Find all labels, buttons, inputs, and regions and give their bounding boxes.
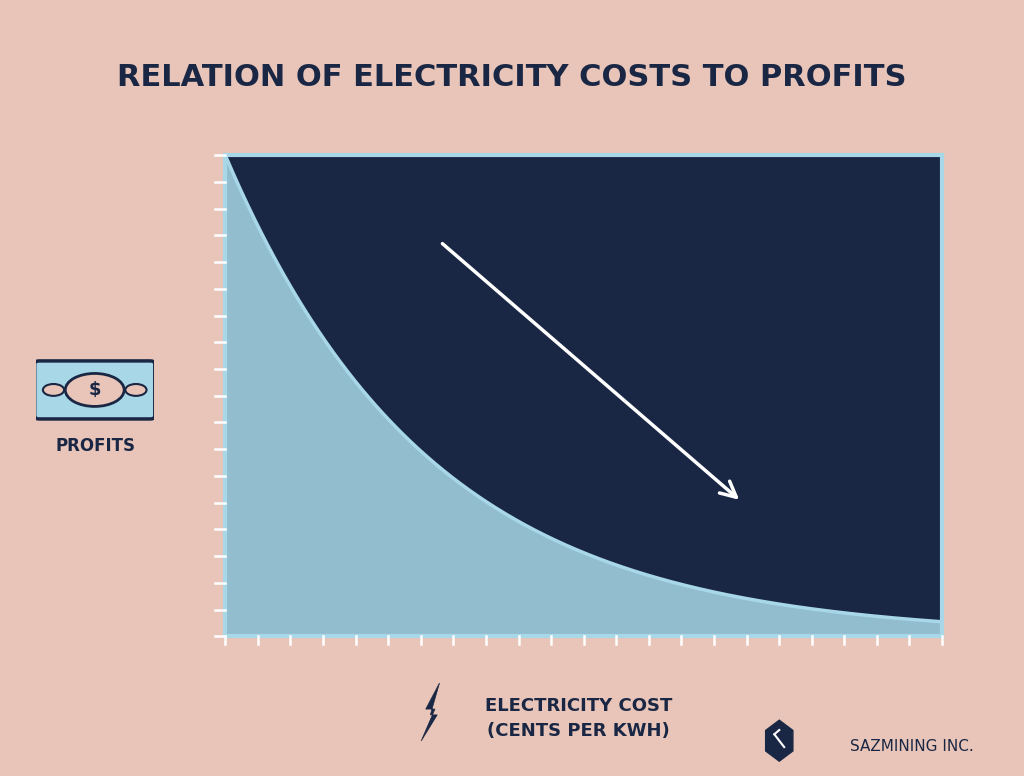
Text: $: $ — [88, 381, 101, 399]
Polygon shape — [766, 720, 793, 761]
Text: ELECTRICITY COST: ELECTRICITY COST — [485, 697, 672, 715]
Polygon shape — [421, 683, 439, 741]
Circle shape — [43, 384, 65, 396]
Circle shape — [66, 373, 124, 407]
Text: RELATION OF ELECTRICITY COSTS TO PROFITS: RELATION OF ELECTRICITY COSTS TO PROFITS — [118, 63, 906, 92]
Text: SAZMINING INC.: SAZMINING INC. — [850, 739, 974, 754]
Text: PROFITS: PROFITS — [55, 437, 135, 456]
Text: (CENTS PER KWH): (CENTS PER KWH) — [487, 722, 670, 740]
Circle shape — [125, 384, 146, 396]
FancyBboxPatch shape — [35, 361, 155, 419]
